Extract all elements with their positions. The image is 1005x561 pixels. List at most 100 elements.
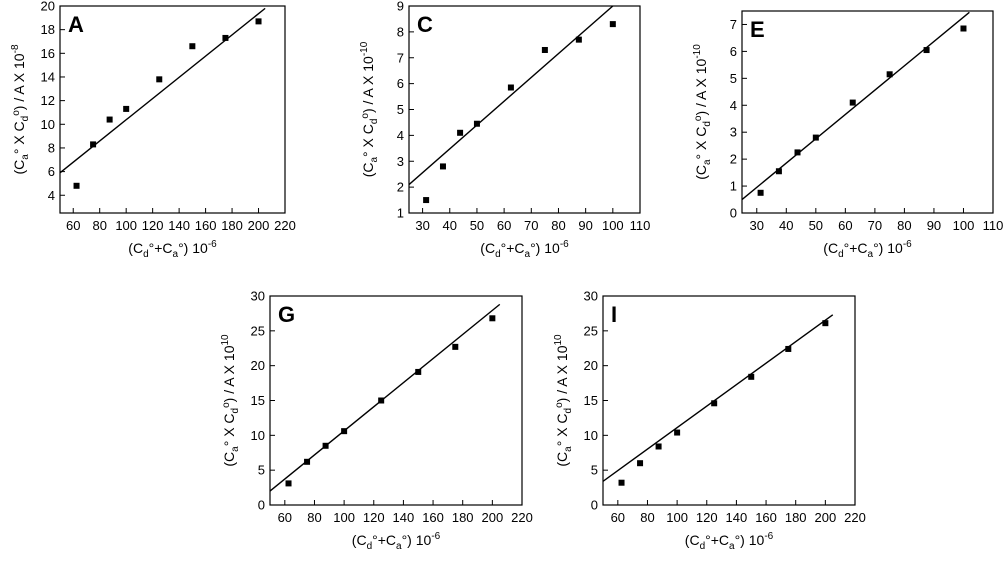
fit-line bbox=[603, 314, 834, 482]
x-tick-label: 80 bbox=[640, 510, 654, 525]
y-tick-label: 4 bbox=[730, 98, 737, 113]
y-tick-label: 4 bbox=[397, 128, 404, 143]
x-tick-label: 100 bbox=[666, 510, 688, 525]
x-tick-label: 140 bbox=[168, 218, 190, 233]
x-tick-label: 200 bbox=[248, 218, 270, 233]
panel-letter: E bbox=[750, 17, 765, 42]
y-tick-label: 15 bbox=[251, 393, 265, 408]
x-tick-label: 120 bbox=[696, 510, 718, 525]
x-tick-label: 40 bbox=[443, 218, 457, 233]
data-point bbox=[473, 120, 480, 127]
panel-e: 30 40 50 60 70 80 90 100 110 0 1 2 3 4 5 6 7 E (Cd°+Ca°) 1… bbox=[692, 10, 1003, 260]
y-tick-label: 10 bbox=[251, 428, 265, 443]
x-tick-label: 120 bbox=[363, 510, 385, 525]
data-point bbox=[775, 168, 782, 175]
data-point bbox=[73, 182, 80, 189]
data-point bbox=[748, 373, 755, 380]
data-point bbox=[812, 134, 819, 141]
plot-frame bbox=[59, 5, 286, 214]
y-tick-label: 5 bbox=[730, 71, 737, 86]
x-tick-label: 120 bbox=[142, 218, 164, 233]
x-tick-label: 60 bbox=[611, 510, 625, 525]
data-point bbox=[106, 116, 113, 123]
y-tick-label: 10 bbox=[41, 117, 55, 132]
x-tick-label: 200 bbox=[815, 510, 837, 525]
data-point bbox=[757, 189, 764, 196]
x-tick-label: 140 bbox=[393, 510, 415, 525]
x-tick-label: 90 bbox=[578, 218, 592, 233]
x-tick-label: 220 bbox=[511, 510, 533, 525]
y-tick-label: 7 bbox=[730, 17, 737, 32]
data-point bbox=[674, 429, 681, 436]
plot-frame bbox=[741, 10, 994, 214]
y-tick-label: 6 bbox=[730, 44, 737, 59]
x-tick-label: 160 bbox=[755, 510, 777, 525]
plot-frame bbox=[602, 295, 856, 506]
data-point bbox=[655, 443, 662, 450]
y-tick-label: 14 bbox=[41, 69, 55, 84]
panel-letter: C bbox=[417, 12, 433, 37]
data-point bbox=[378, 397, 385, 404]
data-point bbox=[415, 368, 422, 375]
y-tick-label: 0 bbox=[591, 498, 598, 513]
y-tick-label: 6 bbox=[48, 164, 55, 179]
y-tick-label: 2 bbox=[397, 180, 404, 195]
data-point bbox=[618, 479, 625, 486]
x-tick-label: 60 bbox=[838, 218, 852, 233]
data-point bbox=[304, 458, 311, 465]
x-tick-label: 80 bbox=[897, 218, 911, 233]
data-point bbox=[423, 197, 430, 204]
data-point bbox=[541, 46, 548, 53]
plot-frame bbox=[408, 5, 641, 214]
x-tick-label: 160 bbox=[195, 218, 217, 233]
y-tick-label: 25 bbox=[584, 323, 598, 338]
y-tick-label: 5 bbox=[591, 463, 598, 478]
data-point bbox=[457, 129, 464, 136]
x-tick-label: 80 bbox=[551, 218, 565, 233]
x-tick-label: 80 bbox=[92, 218, 106, 233]
y-tick-label: 10 bbox=[584, 428, 598, 443]
x-tick-label: 50 bbox=[470, 218, 484, 233]
data-point bbox=[123, 105, 130, 112]
y-tick-label: 30 bbox=[251, 289, 265, 304]
x-tick-label: 200 bbox=[482, 510, 504, 525]
y-axis-title: (Ca° X Cdo) / A X 1010 bbox=[220, 334, 241, 467]
x-tick-label: 110 bbox=[630, 218, 651, 233]
y-tick-label: 20 bbox=[584, 358, 598, 373]
x-tick-label: 140 bbox=[726, 510, 748, 525]
x-tick-label: 180 bbox=[221, 218, 243, 233]
fit-line bbox=[60, 7, 266, 174]
y-tick-label: 20 bbox=[251, 358, 265, 373]
y-tick-label: 5 bbox=[258, 463, 265, 478]
fit-line bbox=[409, 6, 614, 186]
y-tick-label: 8 bbox=[48, 140, 55, 155]
x-tick-label: 100 bbox=[953, 218, 975, 233]
x-tick-label: 100 bbox=[602, 218, 624, 233]
data-point bbox=[507, 84, 514, 91]
plot-frame bbox=[269, 295, 523, 506]
data-point bbox=[711, 400, 718, 407]
y-tick-label: 7 bbox=[397, 50, 404, 65]
x-tick-label: 180 bbox=[452, 510, 474, 525]
y-tick-label: 25 bbox=[251, 323, 265, 338]
data-point bbox=[609, 21, 616, 28]
data-point bbox=[156, 76, 163, 83]
x-tick-label: 60 bbox=[278, 510, 292, 525]
panel-g: 60 80 100 120 140 160 180 200 220 0 5 10 15 20 25 30 G (C… bbox=[220, 289, 533, 553]
data-point bbox=[222, 34, 229, 41]
x-tick-label: 100 bbox=[333, 510, 355, 525]
x-tick-label: 70 bbox=[524, 218, 538, 233]
y-tick-label: 1 bbox=[397, 206, 404, 221]
y-tick-label: 4 bbox=[48, 188, 55, 203]
y-tick-label: 6 bbox=[397, 76, 404, 91]
x-axis-title: (Cd°+Ca°) 10-6 bbox=[685, 531, 774, 552]
x-tick-label: 70 bbox=[868, 218, 882, 233]
data-point bbox=[285, 480, 292, 487]
y-tick-label: 9 bbox=[397, 0, 404, 14]
data-point bbox=[849, 99, 856, 106]
panel-c: 30 40 50 60 70 80 90 100 110 1 2 3 4 5 6 7 8 9C (Cd°+Ca°) … bbox=[359, 0, 650, 260]
x-tick-label: 50 bbox=[809, 218, 823, 233]
data-point bbox=[90, 141, 97, 148]
x-tick-label: 60 bbox=[497, 218, 511, 233]
